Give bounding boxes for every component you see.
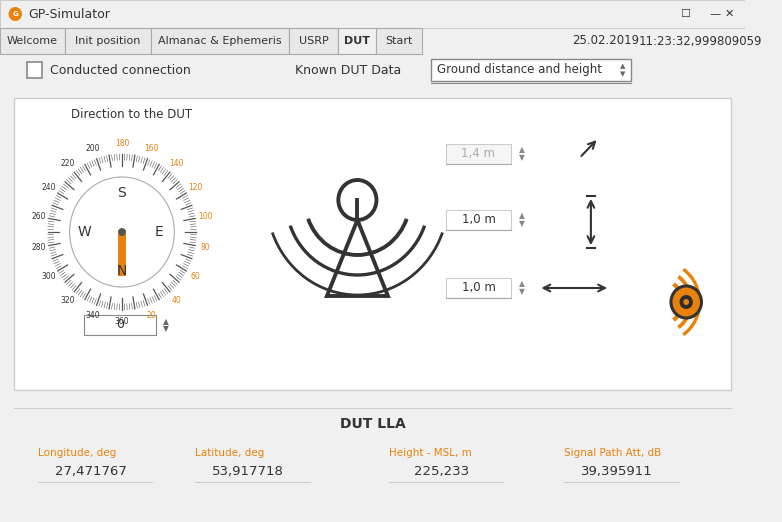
Text: 140: 140 [169,159,184,168]
Text: 280: 280 [31,243,45,252]
Text: 1,4 m: 1,4 m [461,148,496,160]
FancyBboxPatch shape [118,230,126,276]
FancyBboxPatch shape [27,62,42,78]
FancyBboxPatch shape [289,28,339,54]
Text: W: W [78,225,91,239]
Text: 39,395911: 39,395911 [581,466,652,479]
Circle shape [9,7,22,21]
Text: 1,0 m: 1,0 m [461,281,495,294]
Text: ▲: ▲ [519,146,526,155]
Text: 300: 300 [41,272,56,281]
Text: USRP: USRP [299,36,328,46]
Text: 360: 360 [115,316,129,326]
Text: ☐: ☐ [680,9,691,19]
FancyBboxPatch shape [446,144,511,164]
Text: ▼: ▼ [519,153,526,162]
Text: ▼: ▼ [519,219,526,229]
Text: ▼: ▼ [163,325,169,334]
FancyBboxPatch shape [446,210,511,230]
Text: GP-Simulator: GP-Simulator [29,7,110,20]
Text: 27,471767: 27,471767 [55,466,127,479]
Text: Latitude, deg: Latitude, deg [196,448,264,458]
Text: Start: Start [386,36,413,46]
Circle shape [671,286,701,318]
Text: Longitude, deg: Longitude, deg [38,448,117,458]
Text: 40: 40 [171,295,181,305]
Text: S: S [117,186,127,200]
FancyBboxPatch shape [0,0,745,28]
Text: —: — [709,9,720,19]
Text: 220: 220 [60,159,74,168]
Text: 200: 200 [86,144,100,153]
Text: Height - MSL, m: Height - MSL, m [389,448,472,458]
Text: 260: 260 [31,212,45,221]
Text: 160: 160 [144,144,158,153]
FancyBboxPatch shape [151,28,289,54]
Text: 0: 0 [116,318,124,331]
Text: 53,917718: 53,917718 [212,466,284,479]
Circle shape [70,177,174,287]
Text: 225,233: 225,233 [414,466,469,479]
Text: Init position: Init position [75,36,141,46]
Circle shape [118,228,126,236]
Text: DUT LLA: DUT LLA [339,417,406,431]
Text: ▼: ▼ [619,71,625,77]
Text: 1,0 m: 1,0 m [461,213,495,227]
FancyBboxPatch shape [446,278,511,298]
Text: Conducted connection: Conducted connection [49,64,190,77]
Text: 120: 120 [188,183,203,192]
Text: ▼: ▼ [519,288,526,296]
Circle shape [680,295,693,309]
Text: Almanac & Ephemeris: Almanac & Ephemeris [158,36,282,46]
Text: 100: 100 [199,212,213,221]
Text: ▲: ▲ [519,211,526,220]
Text: 11:23:32,999809059: 11:23:32,999809059 [639,34,762,48]
Text: Ground distance and height: Ground distance and height [436,64,601,77]
Text: ✕: ✕ [724,9,734,19]
Text: Signal Path Att, dB: Signal Path Att, dB [565,448,662,458]
Circle shape [683,299,689,305]
Text: ▲: ▲ [619,63,625,69]
Text: ▲: ▲ [163,317,169,326]
Text: 180: 180 [115,138,129,148]
Text: Direction to the DUT: Direction to the DUT [71,108,192,121]
FancyBboxPatch shape [65,28,151,54]
Text: 80: 80 [201,243,210,252]
Text: N: N [117,264,127,278]
Text: 60: 60 [191,272,200,281]
FancyBboxPatch shape [84,315,156,335]
FancyBboxPatch shape [431,59,631,81]
FancyBboxPatch shape [376,28,422,54]
Text: Welcome: Welcome [7,36,58,46]
Text: 25.02.2019: 25.02.2019 [572,34,639,48]
Text: 240: 240 [41,183,56,192]
Text: 340: 340 [86,311,100,320]
Text: E: E [155,225,163,239]
Text: 20: 20 [146,311,156,320]
Text: G: G [13,11,18,17]
Text: Known DUT Data: Known DUT Data [296,64,402,77]
Text: DUT: DUT [344,36,371,46]
FancyBboxPatch shape [14,98,731,390]
FancyBboxPatch shape [339,28,376,54]
Text: 320: 320 [60,295,75,305]
Text: ▲: ▲ [519,279,526,289]
FancyBboxPatch shape [0,28,65,54]
